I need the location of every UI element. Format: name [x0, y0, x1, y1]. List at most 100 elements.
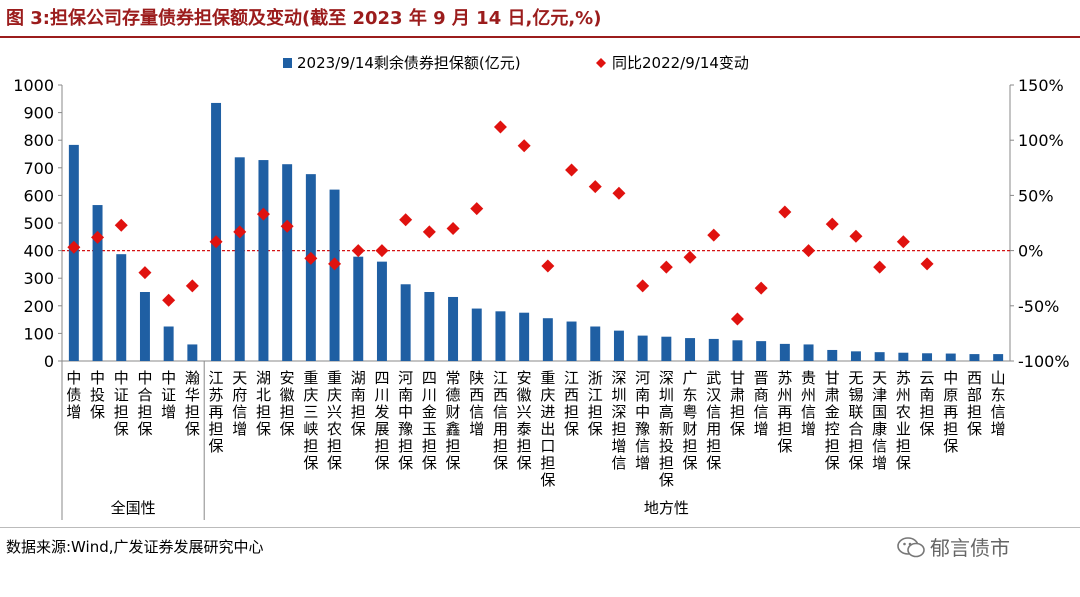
- source-note: 数据来源:Wind,广发证券发展研究中心: [6, 538, 264, 556]
- legend-bar-label: 2023/9/14剩余债券担保额(亿元): [297, 54, 521, 72]
- y-right-tick-label: -50%: [1018, 297, 1059, 316]
- x-tick-label: 浙江担保: [588, 369, 603, 438]
- bar: [969, 354, 980, 361]
- chart-area: 0 100 200 300 400 500 600 700 800 900 1000 -100% -50…: [13, 54, 1070, 520]
- diamond-marker: [920, 257, 934, 271]
- bar: [424, 292, 435, 361]
- y-left-tick-label: 500: [23, 214, 54, 233]
- x-tick-label: 安徽担保: [280, 369, 295, 438]
- diamond-marker: [849, 229, 863, 243]
- diamond-marker: [256, 207, 270, 221]
- bar: [685, 338, 696, 361]
- x-tick-label: 西部担保: [967, 369, 982, 438]
- diamond-marker: [91, 230, 105, 244]
- diamond-marker: [707, 228, 721, 242]
- x-tick-label: 安徽兴泰担保: [517, 369, 532, 472]
- x-tick-label: 江西信用担保: [493, 369, 508, 472]
- bar: [305, 174, 316, 361]
- y-right-tick-label: 50%: [1018, 186, 1054, 205]
- diamond-marker: [233, 225, 247, 239]
- bar: [329, 189, 340, 361]
- x-tick-label: 中债增: [66, 369, 81, 421]
- diamond-marker: [375, 244, 389, 258]
- x-tick-label: 中证担保: [114, 369, 129, 438]
- bar: [732, 340, 743, 361]
- diamond-marker: [304, 251, 318, 265]
- diamond-marker: [162, 293, 176, 307]
- bar: [282, 164, 293, 361]
- bar: [779, 343, 790, 361]
- group-label: 地方性: [644, 499, 689, 517]
- diamond-marker: [588, 180, 602, 194]
- diamond-marker: [778, 205, 792, 219]
- bar: [376, 261, 387, 361]
- y-left-tick-label: 100: [23, 324, 54, 343]
- x-tick-label: 贵州信增: [801, 369, 816, 438]
- bar: [519, 312, 530, 361]
- bar: [187, 344, 198, 361]
- bar: [139, 292, 150, 361]
- x-tick-label: 重庆三峡担保: [303, 369, 318, 472]
- bar: [542, 318, 553, 361]
- x-tick-label: 苏州农业担保: [896, 369, 911, 472]
- bar: [993, 354, 1004, 361]
- bar: [922, 353, 933, 361]
- x-tick-label: 中证增: [161, 369, 176, 421]
- bar: [613, 330, 624, 361]
- bar: [116, 254, 127, 361]
- diamond-marker: [612, 186, 626, 200]
- y-right-tick-label: -100%: [1018, 352, 1070, 371]
- diamond-marker: [185, 279, 199, 293]
- bar: [661, 336, 672, 361]
- diamond-marker: [517, 139, 531, 153]
- bar: [400, 284, 411, 361]
- diamond-marker: [280, 219, 294, 233]
- x-tick-label: 陕西信增: [469, 369, 484, 438]
- diamond-marker: [683, 250, 697, 264]
- bar: [803, 344, 814, 361]
- bar: [163, 326, 174, 361]
- diamond-marker: [565, 163, 579, 177]
- y-right-tick-label: 100%: [1018, 131, 1064, 150]
- x-tick-label: 深圳高新投担保: [659, 369, 674, 489]
- y-left-tick-label: 300: [23, 269, 54, 288]
- bar: [92, 205, 103, 361]
- x-tick-label: 常德财鑫担保: [446, 369, 461, 472]
- x-tick-label: 瀚华担保: [185, 369, 200, 438]
- bar: [590, 326, 601, 361]
- diamond-marker: [209, 235, 223, 249]
- y-left-tick-label: 0: [44, 352, 54, 371]
- x-tick-label: 中原再担保: [943, 369, 958, 455]
- group-label: 全国性: [111, 499, 156, 517]
- diamond-marker: [659, 260, 673, 274]
- x-tick-label: 江西担保: [564, 369, 579, 438]
- diamond-marker: [399, 213, 413, 227]
- legend-bar-swatch: [283, 58, 292, 68]
- bar: [850, 351, 861, 361]
- bar: [353, 256, 364, 361]
- y-left-tick-label: 1000: [13, 76, 54, 95]
- x-tick-label: 武汉信用担保: [706, 369, 721, 472]
- bar: [945, 353, 956, 361]
- y-left-tick-label: 700: [23, 159, 54, 178]
- y-left-tick-label: 800: [23, 131, 54, 150]
- x-tick-label: 重庆兴农担保: [327, 369, 342, 472]
- diamond-marker: [825, 217, 839, 231]
- x-tick-label: 四川金玉担保: [422, 369, 437, 472]
- x-tick-label: 深圳深担增信: [611, 369, 626, 472]
- diamond-marker: [802, 244, 816, 258]
- x-tick-label: 甘肃金控担保: [825, 369, 840, 472]
- x-tick-label: 苏州再担保: [777, 369, 792, 455]
- diamond-marker: [67, 240, 81, 254]
- bar: [874, 352, 885, 361]
- bar: [827, 349, 838, 361]
- y-left-tick-label: 600: [23, 186, 54, 205]
- x-tick-label: 晋商信增: [754, 369, 769, 438]
- x-tick-label: 中投保: [90, 369, 105, 421]
- x-tick-label: 四川发展担保: [374, 369, 389, 472]
- x-tick-label: 重庆进出口担保: [540, 369, 555, 489]
- y-left-tick-label: 900: [23, 104, 54, 123]
- bar: [495, 311, 506, 361]
- x-tick-label: 甘肃担保: [730, 369, 745, 438]
- y-left-tick-label: 400: [23, 242, 54, 261]
